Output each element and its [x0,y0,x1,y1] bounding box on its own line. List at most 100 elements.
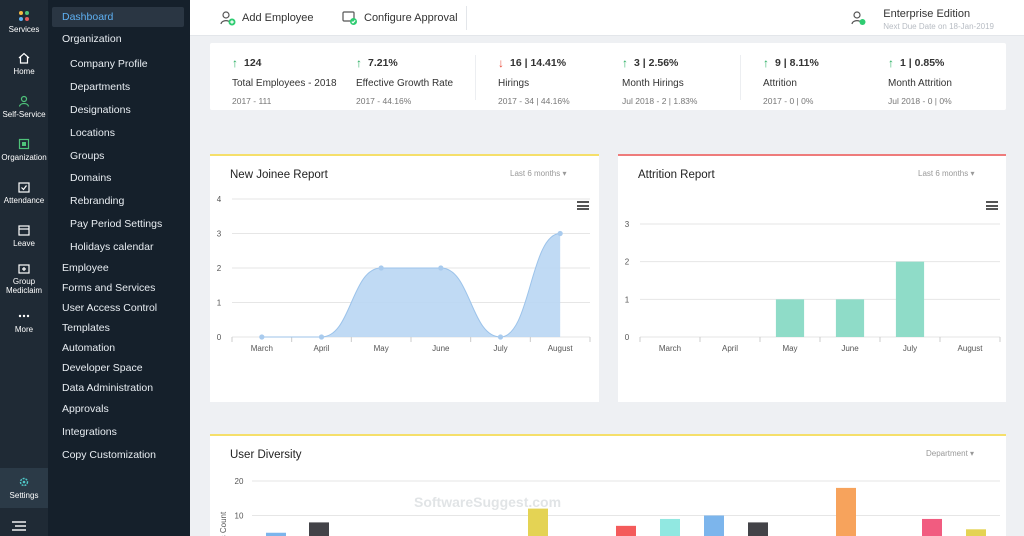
top-bar-divider [466,6,467,30]
configure-approval-label: Configure Approval [364,12,458,24]
services-icon [19,11,29,21]
nav-forms-and-services[interactable]: Forms and Services [62,282,156,294]
chart-menu-icon[interactable] [986,201,998,210]
nav-approvals[interactable]: Approvals [62,403,109,415]
panel-title: User Diversity [230,449,302,461]
nav-pay-period-settings[interactable]: Pay Period Settings [70,218,163,230]
x-tick-label: August [958,344,984,353]
chevron-down-icon: ▾ [562,169,567,178]
y-tick-label: 1 [217,299,222,308]
diversity-filter-dropdown[interactable]: Department ▾ [926,449,974,458]
configure-approval-button[interactable]: Configure Approval [342,10,458,26]
add-employee-button[interactable]: Add Employee [220,10,314,26]
stat-value: 7.21% [368,57,398,69]
rail-organization[interactable]: Organization [0,138,48,166]
rail-home[interactable]: Home [0,52,48,80]
stat-total-employees[interactable]: ↑ 124 Total Employees - 2018 2017 - 111 [232,56,337,106]
trend-up-icon: ↑ [356,56,362,70]
x-tick-label: July [903,344,917,353]
configure-approval-icon [342,11,357,25]
attrition-bar-july [895,261,925,337]
stat-divider [475,55,476,100]
diversity-bar [660,518,680,536]
stat-label: Month Attrition [888,78,952,89]
x-tick-label: June [432,344,450,353]
y-tick-label: 1 [625,295,630,304]
stat-value: 9 | 8.11% [775,57,819,69]
dropdown-value: Last 6 months [918,169,969,178]
rail-self-service[interactable]: Self-Service [0,95,48,123]
stat-sub: 2017 - 0 | 0% [763,96,814,106]
rail-services-label: Services [8,25,40,34]
trend-up-icon: ↑ [232,56,238,70]
edition-info[interactable]: Enterprise Edition Next Due Date on 18-J… [883,8,994,31]
rail-leave[interactable]: Leave [0,224,48,252]
trend-up-icon: ↑ [763,56,769,70]
attendance-icon [18,182,30,193]
joinee-period-dropdown[interactable]: Last 6 months ▾ [510,169,567,178]
nav-holidays-calendar[interactable]: Holidays calendar [70,241,154,253]
trend-up-icon: ↑ [622,56,628,70]
y-tick-label: 10 [235,512,244,521]
nav-user-access-control[interactable]: User Access Control [62,302,158,314]
panel-accent-bar [210,434,1006,436]
stat-sub: 2017 - 111 [232,96,272,106]
y-axis-label: Users Count [219,511,228,536]
nav-domains[interactable]: Domains [70,172,112,184]
nav-automation[interactable]: Automation [62,342,116,354]
diversity-bar [266,532,286,536]
home-icon [18,52,30,64]
x-tick-label: March [251,344,273,353]
stat-label: Effective Growth Rate [356,78,454,89]
nav-data-administration[interactable]: Data Administration [62,382,154,394]
rail-attendance[interactable]: Attendance [0,181,48,209]
stat-hirings[interactable]: ↓ 16 | 14.41% Hirings 2017 - 34 | 44.16% [498,56,570,106]
nav-organization[interactable]: Organization [62,33,122,45]
watermark: SoftwareSuggest.com [414,494,562,510]
diversity-bar [616,525,636,536]
diversity-bar [966,529,986,536]
diversity-bar [528,508,548,536]
chart-menu-icon[interactable] [577,201,589,210]
nav-copy-customization[interactable]: Copy Customization [62,449,156,461]
more-icon [18,314,30,318]
y-tick-label: 3 [217,230,222,239]
rail-more[interactable]: More [0,310,48,338]
nav-templates[interactable]: Templates [62,322,110,334]
stat-attrition[interactable]: ↑ 9 | 8.11% Attrition 2017 - 0 | 0% [763,56,819,106]
leave-icon [18,225,30,236]
nav-designations[interactable]: Designations [70,104,131,116]
edition-name: Enterprise Edition [883,8,971,20]
joinee-point-july [497,334,504,340]
dropdown-value: Department [926,449,968,458]
stat-month-attrition[interactable]: ↑ 1 | 0.85% Month Attrition Jul 2018 - 0 … [888,56,952,106]
panel-accent-bar [618,154,1006,156]
rail-settings[interactable]: Settings [0,468,48,508]
rail-home-label: Home [13,67,35,76]
chevron-down-icon: ▾ [970,449,975,458]
nav-integrations[interactable]: Integrations [62,426,117,438]
nav-company-profile[interactable]: Company Profile [70,58,148,70]
collapse-menu-button[interactable] [12,518,26,536]
rail-group-mediclaim-label: Group Mediclaim [5,277,42,295]
y-tick-label: 0 [217,333,222,342]
stat-month-hirings[interactable]: ↑ 3 | 2.56% Month Hirings Jul 2018 - 2 | … [622,56,697,106]
self-service-icon [18,95,30,107]
attrition-period-dropdown[interactable]: Last 6 months ▾ [918,169,975,178]
add-employee-label: Add Employee [242,12,314,24]
nav-developer-space[interactable]: Developer Space [62,362,143,374]
nav-groups[interactable]: Groups [70,150,105,162]
nav-employee[interactable]: Employee [62,262,109,274]
rail-organization-label: Organization [1,153,47,162]
nav-dashboard[interactable]: Dashboard [62,11,114,23]
stat-sub: 2017 - 34 | 44.16% [498,96,570,106]
nav-locations[interactable]: Locations [70,127,115,139]
rail-group-mediclaim[interactable]: Group Mediclaim [0,262,48,298]
nav-rebranding[interactable]: Rebranding [70,195,125,207]
diversity-bar [309,522,329,536]
stat-label: Total Employees - 2018 [232,78,337,89]
stat-growth-rate[interactable]: ↑ 7.21% Effective Growth Rate 2017 - 44.1… [356,56,453,106]
nav-departments[interactable]: Departments [70,81,131,93]
rail-services[interactable]: Services [0,10,48,38]
new-joinee-report-panel: New Joinee Report Last 6 months ▾ 0 1 2 3 4 M… [210,154,599,402]
